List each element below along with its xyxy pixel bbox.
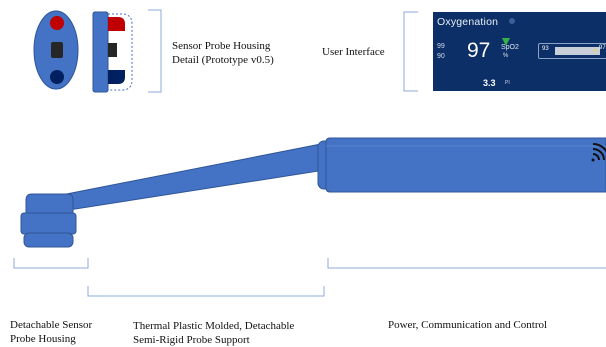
sensor-detail-bracket [148, 10, 161, 92]
support-span-bracket [88, 286, 324, 296]
spo2-current-marker: + [593, 46, 598, 55]
sensor-photodetector [51, 42, 63, 58]
ui-bracket [404, 12, 418, 91]
oxygenation-title: Oxygenation [437, 16, 498, 28]
sensor-red-led [50, 16, 64, 30]
spo2-percent: % [503, 53, 508, 59]
info-dot-icon [509, 18, 515, 24]
sensor-housing-side-view [93, 12, 132, 92]
oxygenation-display: Oxygenation 99 90 97 SpO2 % 93 + 97 3.3 … [433, 12, 606, 91]
spo2-range-bar: 93 + 97 [538, 43, 606, 59]
perfusion-index-unit: PI [505, 80, 510, 86]
probe-support-arm [36, 144, 325, 212]
power-control-label: Power, Communication and Control [388, 318, 547, 332]
sensor-housing-front-view [34, 11, 78, 89]
spo2-range-low: 93 [542, 46, 549, 52]
spo2-range-high: 97 [599, 45, 606, 51]
body-span-bracket [328, 258, 606, 268]
detachable-housing-label: Detachable Sensor Probe Housing [10, 318, 92, 346]
main-control-body [318, 138, 606, 192]
sensor-detail-label: Sensor Probe Housing Detail (Prototype v… [172, 39, 274, 67]
detachable-sensor-probe-housing [21, 194, 76, 247]
housing-span-bracket [14, 258, 88, 268]
user-interface-label: User Interface [322, 45, 385, 59]
perfusion-index-value: 3.3 [483, 78, 496, 88]
spo2-unit: SpO2 [501, 44, 519, 51]
sensor-ir-led [50, 70, 64, 84]
upper-alarm-limit: 99 [437, 43, 445, 50]
spo2-value: 97 [467, 39, 490, 63]
probe-support-label: Thermal Plastic Molded, Detachable Semi-… [133, 319, 294, 347]
lower-alarm-limit: 90 [437, 53, 445, 60]
